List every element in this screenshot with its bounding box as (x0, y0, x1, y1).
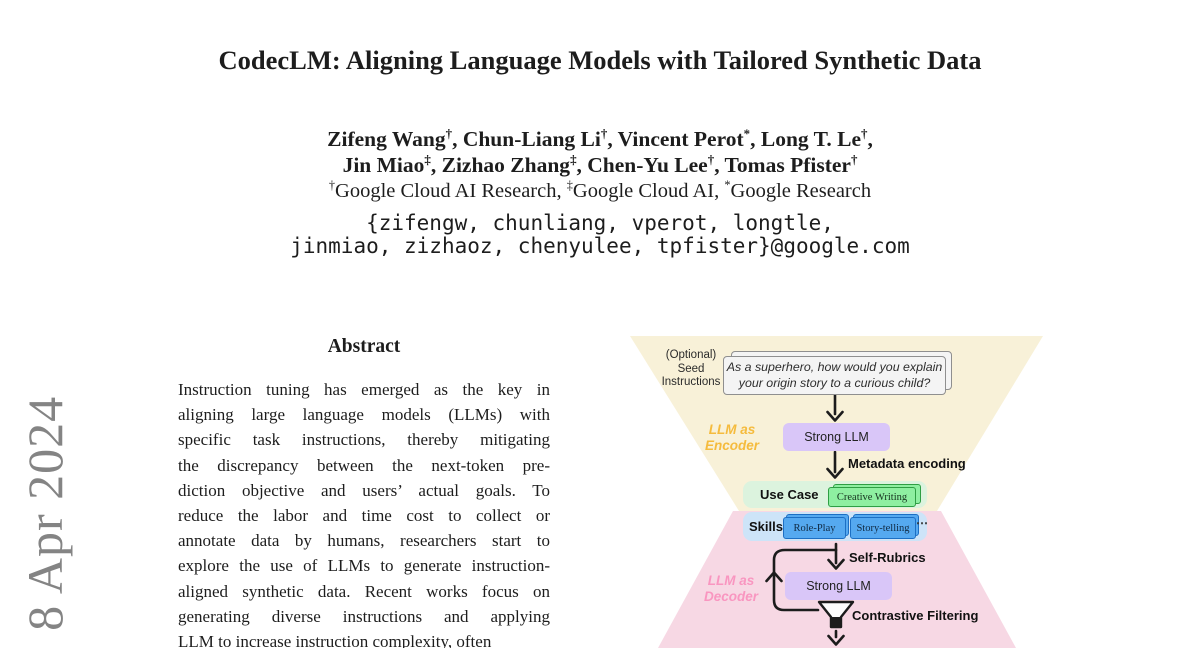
self-rubrics-label: Self-Rubrics (849, 550, 926, 565)
skill-tag-story-telling: Story-telling (850, 517, 916, 539)
arrowhead-up-icon (765, 571, 783, 583)
abstract-text-line: the discrepancy between the next-token p… (178, 455, 550, 475)
use-case-label: Use Case (760, 487, 819, 502)
llm-as-encoder-label: LLM as Encoder (704, 422, 759, 453)
abstract-text-line: aligning large language models (LLMs) wi… (178, 405, 550, 425)
strong-llm-encoder-box: Strong LLM (783, 423, 890, 451)
authors-line-2: Jin Miao‡, Zizhao Zhang‡, Chen-Yu Lee†, … (342, 152, 858, 177)
skills-ellipsis: ⋯ (916, 516, 928, 530)
arrowhead-down-icon (826, 467, 844, 479)
abstract-text-line: generating diverse instructions and appl… (178, 606, 550, 626)
authors-line-1: Zifeng Wang†, Chun-Liang Li†, Vincent Pe… (327, 126, 873, 151)
funnel-stem-icon (831, 617, 841, 627)
use-case-tag: Creative Writing (828, 487, 916, 507)
abstract-text-line: aligned synthetic data. Recent works foc… (178, 581, 550, 601)
arrowhead-down-icon (827, 634, 845, 646)
contrastive-filtering-label: Contrastive Filtering (852, 608, 979, 623)
emails-line-2: jinmiao, zizhaoz, chenyulee, tpfister}@g… (290, 234, 910, 258)
llm-as-decoder-label: LLM as Decoder (703, 573, 759, 604)
funnel-filter-icon (817, 600, 855, 629)
metadata-encoding-label: Metadata encoding (848, 456, 966, 471)
seed-instructions-label: (Optional) Seed Instructions (661, 349, 721, 388)
abstract-section: Abstract Instruction tuning has emerged … (178, 336, 550, 648)
skills-label: Skills (749, 519, 783, 534)
abstract-heading: Abstract (327, 336, 401, 357)
arrowhead-down-icon (826, 410, 844, 422)
abstract-text-line: Instruction tuning has emerged as the ke… (178, 380, 550, 399)
emails-line-1: {zifengw, chunliang, vperot, longtle, (366, 211, 834, 235)
abstract-text-line: annotate data by humans, researchers sta… (178, 531, 550, 551)
skill-tag-role-play: Role-Play (783, 517, 846, 539)
abstract-text-line: LLM to increase instruction complexity, … (178, 632, 492, 648)
strong-llm-decoder-box: Strong LLM (785, 572, 892, 600)
seed-instruction-card: As a superhero, how would you explain yo… (723, 356, 946, 395)
arrowhead-down-icon (827, 558, 845, 570)
abstract-text-line: explore the use of LLMs to generate inst… (178, 556, 550, 576)
abstract-text-line: reduce the labor and time cost to collec… (178, 506, 550, 526)
abstract-text-line: specific task instructions, thereby miti… (178, 430, 550, 450)
paper-title: CodecLM: Aligning Language Models with T… (218, 45, 982, 75)
affiliations-line: †Google Cloud AI Research, ‡Google Cloud… (328, 178, 872, 202)
abstract-text-line: diction objective and users’ actual goal… (178, 480, 550, 500)
arxiv-date-stamp: ] 8 Apr 2024 (17, 395, 73, 648)
